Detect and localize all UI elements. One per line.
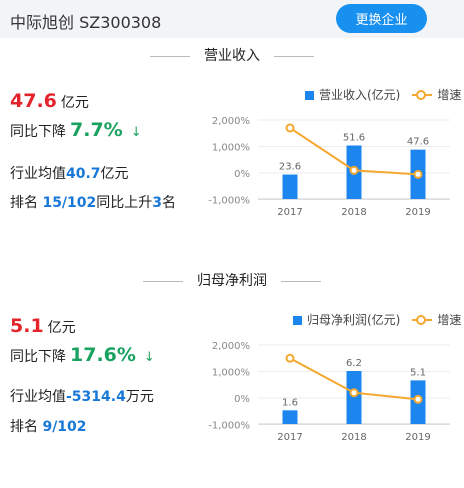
rank-change-label: 同比上升 [96, 195, 153, 211]
chart-legend: 营业收入(亿元) 增速 [305, 86, 461, 103]
x-tick-label: 2017 [277, 432, 302, 443]
y-tick-label: 2,000% [212, 341, 250, 352]
profit-value: 5.1 亿元 [10, 315, 76, 337]
y-tick-label: 0% [234, 169, 250, 180]
arrow-down-icon: ↓ [130, 125, 142, 140]
x-tick-label: 2017 [277, 207, 302, 218]
y-tick-label: 1,000% [212, 368, 250, 379]
avg-unit: 亿元 [100, 166, 129, 182]
divider [274, 55, 314, 57]
growth-point-2018 [349, 165, 359, 175]
profit-yoy: 同比下降 17.6% ↓ [10, 344, 155, 366]
y-tick-label: 2,000% [212, 116, 250, 127]
y-tick-label: -1,000% [208, 196, 250, 207]
legend-line-label: 增速 [437, 88, 462, 102]
revenue-unit: 亿元 [60, 95, 89, 111]
rank-value: 15/102 [42, 195, 97, 211]
avg-label: 行业均值 [10, 166, 66, 182]
avg-label: 行业均值 [10, 389, 66, 405]
bar-label-2019: 5.1 [410, 367, 426, 378]
profit-unit: 亿元 [47, 320, 76, 336]
profit-industry-avg: 行业均值-5314.4万元 [10, 386, 154, 406]
rank-change-value: 3 [152, 195, 163, 211]
revenue-chart: 2,000% 1,000% 0% -1,000% 23.6 2017 51.6 2018 47.… [208, 116, 450, 218]
company-name: 中际旭创 SZ300308 [10, 13, 162, 32]
rank-label: 排名 [10, 195, 38, 211]
revenue-yoy: 同比下降 7.7% ↓ [10, 119, 142, 141]
bar-label-2018: 51.6 [343, 132, 365, 143]
x-tick-label: 2019 [405, 207, 430, 218]
x-tick-label: 2018 [341, 207, 366, 218]
bar-label-2017: 23.6 [279, 162, 301, 173]
legend-bar-label: 归母净利润(亿元) [307, 313, 401, 327]
x-tick-label: 2018 [341, 432, 366, 443]
profit-number: 5.1 [10, 315, 44, 337]
divider [150, 55, 190, 57]
section-title-revenue: 营业收入 [0, 45, 464, 65]
y-tick-label: 0% [234, 394, 250, 405]
divider [281, 280, 321, 282]
profit-chart: 2,000% 1,000% 0% -1,000% 1.6 2017 6.2 2018 5.1 20… [208, 341, 450, 443]
avg-value: 40.7 [66, 166, 101, 182]
bar-2017 [282, 410, 298, 424]
growth-point-2017 [285, 123, 295, 133]
profit-rank: 排名 9/102 [10, 416, 87, 436]
rank-value: 9/102 [42, 419, 87, 435]
section-title-profit: 归母净利润 [0, 270, 464, 290]
revenue-value: 47.6 亿元 [10, 90, 89, 112]
divider [143, 280, 183, 282]
y-tick-label: 1,000% [212, 143, 250, 154]
chart-legend: 归母净利润(亿元) 增速 [293, 311, 461, 328]
switch-company-button[interactable]: 更换企业 [336, 4, 427, 33]
revenue-number: 47.6 [10, 90, 57, 112]
yoy-label: 同比下降 [10, 349, 66, 365]
avg-value: -5314.4 [66, 389, 126, 405]
yoy-value: 7.7% [70, 119, 123, 141]
x-tick-label: 2019 [405, 432, 430, 443]
bar-2017 [282, 174, 298, 199]
yoy-value: 17.6% [70, 344, 136, 366]
y-tick-label: -1,000% [208, 421, 250, 432]
legend-line-label: 增速 [437, 313, 462, 327]
bar-label-2018: 6.2 [346, 358, 362, 369]
legend-line-swatch [412, 315, 433, 325]
section-title-text: 营业收入 [204, 48, 260, 64]
section-title-text: 归母净利润 [197, 273, 267, 289]
yoy-label: 同比下降 [10, 124, 66, 140]
legend-bar-label: 营业收入(亿元) [319, 88, 401, 102]
revenue-rank: 排名 15/102同比上升3名 [10, 192, 176, 212]
bar-label-2017: 1.6 [282, 397, 298, 408]
growth-point-2019 [413, 394, 423, 404]
legend-bar-swatch [305, 91, 314, 100]
avg-unit: 万元 [125, 389, 154, 405]
growth-point-2018 [349, 388, 359, 398]
rank-change-unit: 名 [162, 195, 177, 211]
rank-label: 排名 [10, 419, 38, 435]
header-bar: 中际旭创 SZ300308 更换企业 [0, 0, 464, 38]
legend-line-swatch [412, 90, 433, 100]
bar-2018 [346, 370, 362, 424]
growth-point-2019 [413, 169, 423, 179]
growth-point-2017 [285, 353, 295, 363]
legend-bar-swatch [293, 316, 302, 325]
revenue-industry-avg: 行业均值40.7亿元 [10, 163, 129, 183]
arrow-down-icon: ↓ [143, 350, 155, 365]
bar-label-2019: 47.6 [407, 137, 429, 148]
